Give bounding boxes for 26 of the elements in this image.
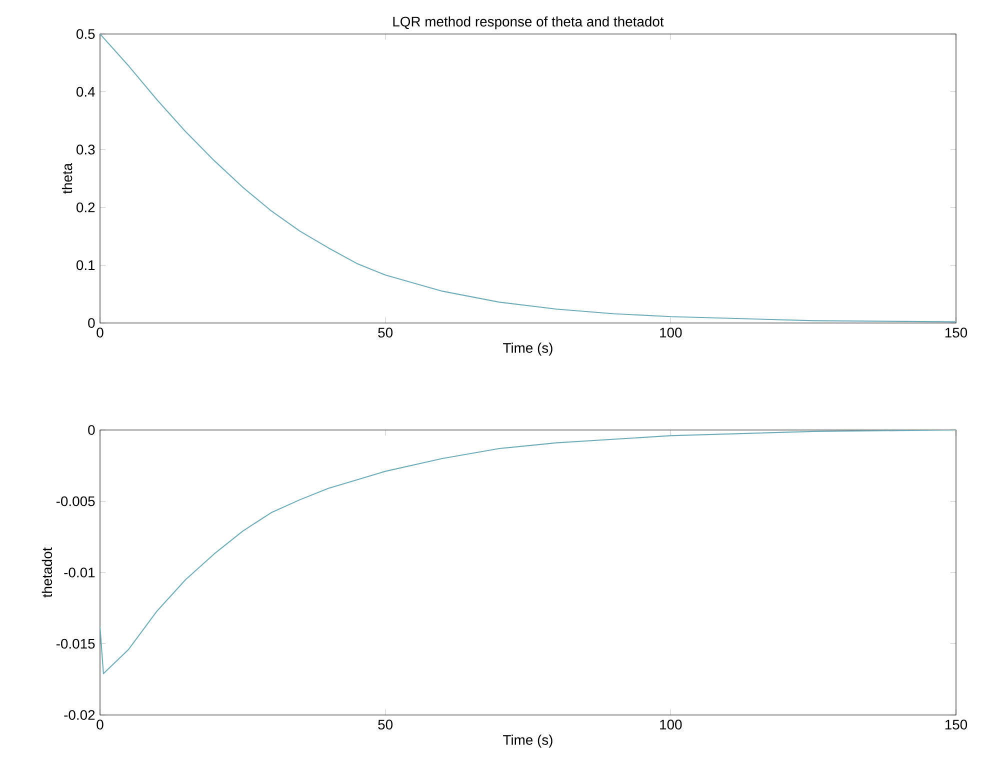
- y-tick-label: -0.01: [64, 568, 95, 578]
- y-tick-label: -0.005: [56, 496, 95, 506]
- y-tick-label: 0: [88, 425, 95, 435]
- y-axis-title: theta: [62, 163, 72, 194]
- x-tick-label: 50: [378, 720, 393, 730]
- y-tick-label: 0.2: [76, 202, 95, 212]
- y-tick-label: 0.1: [76, 260, 95, 270]
- x-tick-label: 150: [945, 720, 968, 730]
- x-tick-label: 100: [660, 328, 682, 338]
- x-tick-label: 50: [378, 328, 393, 338]
- x-tick-label: 0: [96, 720, 104, 730]
- y-axis-title: thetadot: [42, 547, 52, 598]
- y-tick-label: -0.02: [64, 710, 95, 720]
- x-axis-title: Time (s): [503, 342, 552, 356]
- y-tick-label: 0.4: [76, 86, 95, 97]
- line-series: [100, 430, 956, 674]
- x-tick-label: 150: [945, 328, 968, 338]
- x-tick-label: 0: [96, 328, 104, 338]
- x-tick-label: 100: [660, 720, 682, 730]
- y-tick-label: 0.5: [76, 29, 95, 39]
- y-tick-label: -0.015: [56, 638, 95, 649]
- y-tick-label: 0.3: [76, 144, 95, 155]
- chart-title: LQR method response of theta and thetadot: [393, 16, 664, 30]
- line-series: [100, 34, 956, 322]
- x-axis-title: Time (s): [503, 734, 552, 748]
- y-tick-label: 0: [88, 318, 95, 328]
